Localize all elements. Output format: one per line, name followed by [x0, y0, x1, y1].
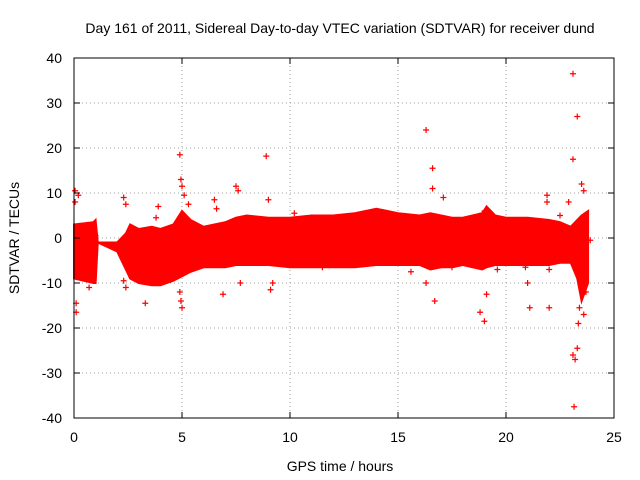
data-point — [569, 156, 576, 163]
data-point — [179, 183, 185, 190]
x-tick-label: 20 — [498, 429, 514, 445]
x-tick-label: 25 — [606, 429, 622, 445]
data-point — [565, 199, 572, 205]
data-point — [569, 70, 576, 77]
data-point — [86, 284, 93, 291]
data-point — [155, 203, 162, 210]
data-point — [237, 280, 244, 286]
data-point — [578, 181, 585, 187]
data-point — [72, 199, 79, 205]
data-point — [122, 201, 129, 208]
data-points — [72, 70, 594, 410]
data-point — [479, 210, 486, 217]
data-point — [176, 289, 183, 295]
y-tick-label: 20 — [46, 140, 62, 156]
data-band — [73, 204, 590, 305]
data-point — [423, 280, 430, 286]
data-point — [220, 291, 227, 298]
y-tick-label: -20 — [42, 320, 62, 336]
chart-title: Day 161 of 2011, Sidereal Day-to-day VTE… — [85, 20, 594, 36]
y-tick-label: -10 — [42, 275, 62, 291]
data-point — [580, 311, 587, 318]
data-point — [92, 232, 99, 239]
data-point — [477, 309, 484, 316]
data-point — [235, 187, 242, 194]
data-point — [265, 196, 272, 203]
data-point — [176, 151, 183, 158]
data-point — [522, 264, 529, 271]
data-point — [440, 194, 447, 201]
data-point — [213, 205, 220, 212]
data-point — [407, 268, 414, 275]
data-point — [263, 153, 270, 160]
data-point — [574, 345, 581, 352]
data-point — [582, 289, 589, 295]
data-point — [571, 403, 578, 410]
data-point — [431, 298, 438, 304]
data-point — [449, 264, 455, 271]
data-point — [544, 199, 551, 205]
y-tick-label: 10 — [46, 185, 62, 201]
data-point — [181, 192, 188, 199]
x-tick-label: 10 — [282, 429, 298, 445]
sdtvar-density-band — [73, 204, 590, 305]
data-point — [567, 257, 574, 264]
data-point — [233, 183, 239, 190]
data-point — [291, 210, 298, 217]
data-point — [483, 291, 490, 298]
data-point — [572, 356, 579, 363]
data-point — [574, 113, 581, 120]
y-axis-ticks: -40 -30 -20 -10 0 10 20 30 40 — [42, 50, 614, 426]
y-tick-label: 40 — [46, 50, 62, 66]
y-tick-label: -30 — [42, 365, 62, 381]
x-axis-label: GPS time / hours — [287, 458, 394, 474]
data-point — [269, 280, 276, 286]
y-tick-label: 0 — [54, 230, 62, 246]
data-point — [120, 277, 127, 284]
data-point — [526, 304, 533, 311]
data-point — [481, 318, 488, 325]
data-point — [524, 280, 531, 286]
data-point — [429, 165, 436, 172]
x-axis-ticks: 0 5 10 15 20 25 — [70, 58, 622, 445]
y-axis-label: SDTVAR / TECUs — [6, 182, 22, 294]
data-point — [177, 176, 184, 183]
y-tick-label: 30 — [46, 95, 62, 111]
data-point — [153, 214, 160, 221]
y-tick-label: -40 — [42, 410, 62, 426]
data-point — [142, 300, 149, 307]
data-point — [575, 320, 582, 327]
data-point — [494, 266, 501, 273]
data-point — [546, 266, 553, 273]
data-point — [211, 196, 218, 203]
data-point — [544, 192, 551, 199]
x-tick-label: 0 — [70, 429, 78, 445]
x-tick-label: 15 — [390, 429, 406, 445]
data-point — [122, 284, 129, 291]
x-tick-label: 5 — [178, 429, 186, 445]
data-point — [177, 298, 184, 304]
data-point — [319, 264, 326, 271]
data-point — [569, 352, 576, 358]
data-point — [587, 237, 594, 244]
data-point — [576, 304, 583, 311]
data-point — [429, 185, 436, 192]
data-point — [185, 201, 192, 208]
data-point — [179, 304, 185, 311]
data-point — [423, 127, 430, 133]
data-point — [267, 286, 274, 293]
data-point — [580, 187, 587, 194]
data-point — [120, 194, 127, 201]
data-point — [546, 304, 553, 311]
data-point — [557, 212, 563, 219]
